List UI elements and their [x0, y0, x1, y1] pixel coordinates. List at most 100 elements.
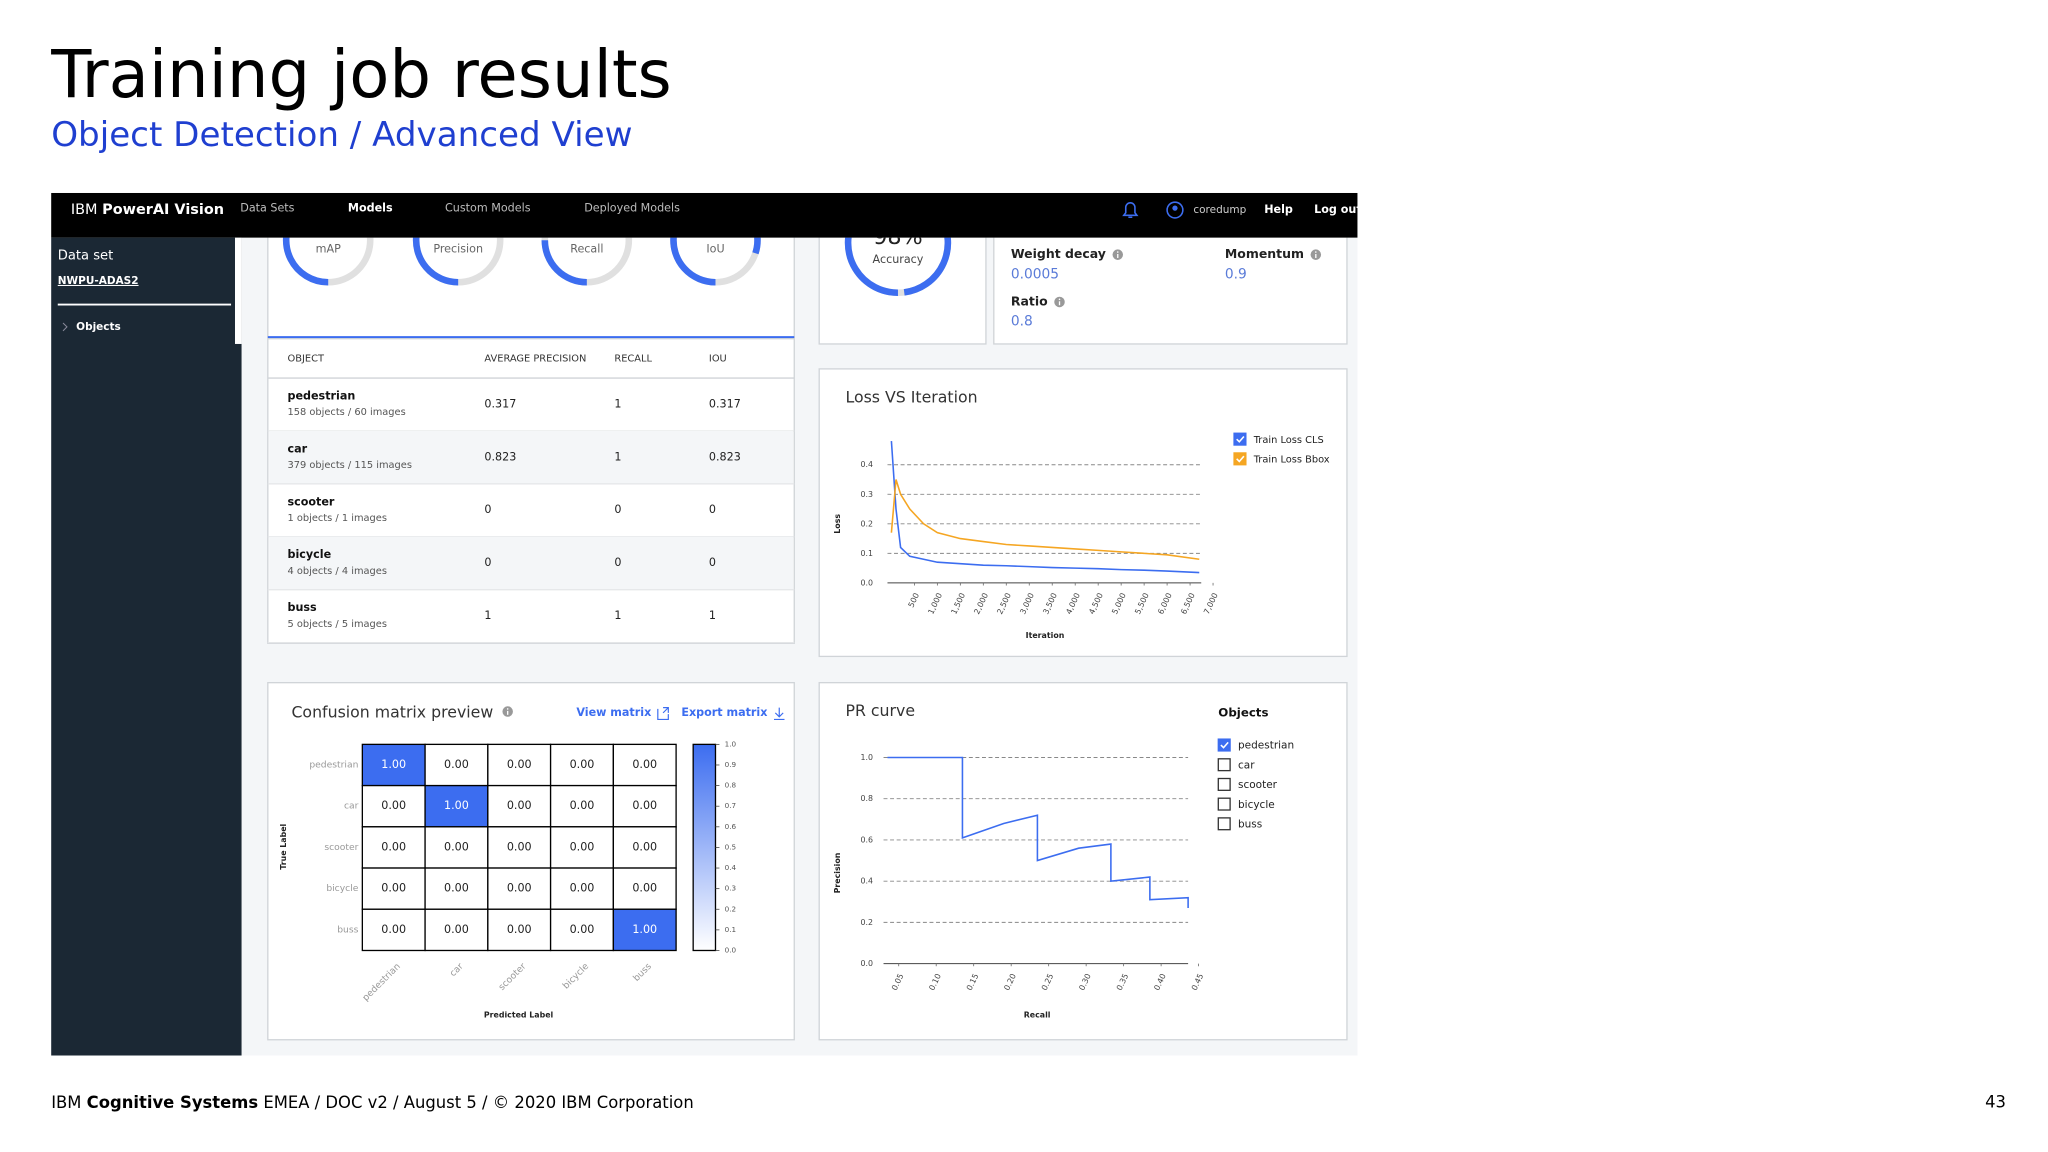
accuracy-value: 98%: [873, 224, 923, 250]
param-name: Momentum: [1225, 246, 1304, 261]
sidebar: [51, 237, 242, 1056]
logout-link[interactable]: Log out: [1314, 203, 1362, 216]
matrix-link[interactable]: View matrix: [576, 706, 652, 719]
cell-iou: 0.823: [709, 450, 741, 463]
cell-label: 0.00: [507, 923, 532, 936]
matrix-cell: [487, 908, 552, 952]
table-header: AVERAGE PRECISION: [484, 353, 586, 364]
user-icon[interactable]: [1166, 201, 1184, 219]
matrix-cell: [487, 826, 552, 869]
checkmark: [1220, 741, 1229, 749]
checkbox[interactable]: [1217, 738, 1231, 752]
sidebar-item[interactable]: Objects: [76, 321, 121, 333]
param-value: 0.0005: [1011, 266, 1059, 282]
nav-item[interactable]: Models: [348, 202, 393, 215]
y-tick-label: 0.2: [861, 519, 874, 528]
series-line: [890, 441, 1200, 574]
colorbar: [692, 743, 717, 952]
accuracy-label: Accuracy: [873, 253, 924, 266]
cell-label: 0.00: [444, 840, 469, 853]
cell-label: 1.00: [444, 799, 469, 812]
nav-item[interactable]: Custom Models: [445, 202, 531, 215]
chart-title: Loss VS Iteration: [845, 387, 977, 406]
object-name: car: [288, 442, 308, 455]
user-name[interactable]: coredump: [1193, 204, 1246, 216]
object-name: bicycle: [288, 548, 332, 561]
nav-item[interactable]: Deployed Models: [584, 202, 680, 215]
cell-label: 0.00: [381, 882, 406, 895]
row-label: scooter: [324, 842, 358, 853]
cell-ap: 0: [484, 556, 491, 569]
bell-icon[interactable]: [1122, 202, 1139, 219]
param-value: 0.8: [1011, 314, 1033, 330]
colorbar-label: 0.8: [725, 781, 737, 790]
chevron: [62, 322, 68, 332]
object-count: 4 objects / 4 images: [288, 566, 387, 577]
table-header: RECALL: [614, 353, 652, 364]
row-label: pedestrian: [309, 759, 358, 770]
product: PowerAI Vision: [102, 202, 224, 218]
slide-subtitle: Object Detection / Advanced View: [51, 115, 632, 155]
gauge-arc: [282, 237, 329, 286]
checkbox[interactable]: [1217, 758, 1231, 772]
y-axis-label: True Label: [279, 823, 288, 869]
y-tick-label: 0.0: [861, 959, 874, 968]
row-label: car: [344, 801, 359, 812]
colorbar-label: 0.2: [725, 904, 736, 913]
y-tick-label: 0.0: [861, 578, 874, 587]
table-header: IOU: [709, 353, 727, 364]
cell-iou: 1: [709, 609, 716, 622]
cell-label: 0.00: [444, 758, 469, 771]
slide-title: Training job results: [50, 37, 672, 113]
legend-label: buss: [1238, 818, 1262, 830]
nav-items: Data Sets Models Custom Models Deployed Mod…: [240, 202, 680, 215]
cell-label: 0.00: [507, 882, 532, 895]
gauge-arc: [412, 237, 459, 286]
link-icon: [657, 707, 669, 721]
checkbox[interactable]: [1233, 432, 1247, 446]
y-tick-label: 0.1: [861, 549, 874, 558]
matrix-cell: [549, 784, 615, 828]
page-number: 43: [1985, 1092, 2006, 1111]
cell-recall: 0: [614, 556, 621, 569]
cell-label: 0.00: [381, 840, 406, 853]
cell-label: 0.00: [632, 840, 657, 853]
checkbox[interactable]: [1217, 817, 1231, 831]
series-line: [887, 756, 1189, 908]
content: mAP Precision Recall IoU 98% Accuracy Weight d…: [267, 224, 1348, 1041]
dataset-link[interactable]: NWPU-ADAS2: [58, 275, 139, 287]
accuracy-arc: [844, 237, 952, 297]
param-name: Ratio: [1011, 293, 1048, 308]
info-icon-dot: [506, 708, 509, 710]
matrix-cell: [612, 784, 677, 828]
matrix-cell: [361, 867, 426, 910]
matrix-link[interactable]: Export matrix: [681, 706, 768, 719]
gauge-arc: [541, 240, 587, 286]
gauge-label: mAP: [316, 242, 341, 255]
sidebar-heading: Data set: [58, 249, 114, 264]
cell-iou: 0: [709, 556, 716, 569]
cell-label: 0.00: [507, 840, 532, 853]
nav-item[interactable]: Data Sets: [240, 202, 294, 215]
colorbar-label: 0.6: [725, 822, 737, 831]
checkmark: [1236, 455, 1245, 463]
cell-label: 0.00: [507, 758, 532, 771]
y-axis-label: Loss: [833, 514, 842, 534]
checkbox[interactable]: [1233, 452, 1247, 466]
cell-recall: 1: [614, 450, 621, 463]
cell-label: 0.00: [381, 799, 406, 812]
help-link[interactable]: Help: [1264, 203, 1293, 216]
link-icon: [773, 707, 785, 721]
legend-label: pedestrian: [1238, 740, 1294, 752]
gauge-label: IoU: [706, 242, 724, 255]
checkbox[interactable]: [1217, 797, 1231, 811]
x-axis-label: Iteration: [1026, 631, 1065, 640]
cell-ap: 0.317: [484, 397, 516, 410]
legend-label: car: [1238, 759, 1255, 771]
row-stripe: [269, 430, 793, 484]
brand: IBM: [71, 202, 98, 218]
checkbox[interactable]: [1217, 777, 1231, 791]
cell-label: 0.00: [570, 799, 595, 812]
